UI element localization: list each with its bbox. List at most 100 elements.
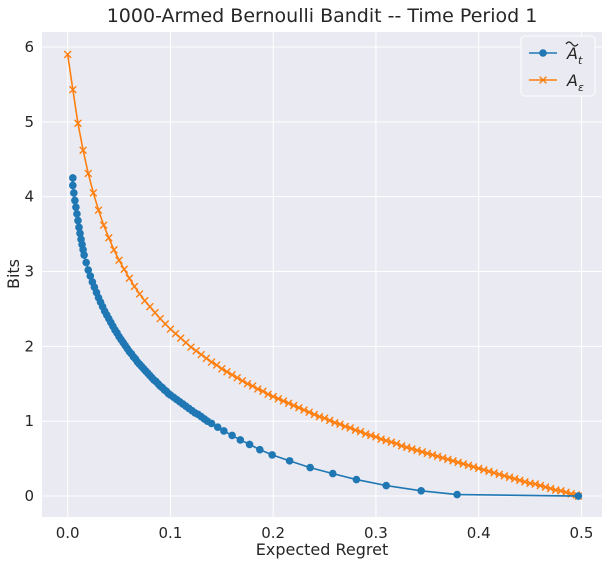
data-point: [68, 85, 77, 94]
data-point: [256, 445, 264, 454]
legend-marker: [539, 76, 547, 84]
grid: [42, 32, 602, 517]
x-tick-label: 0.5: [570, 524, 594, 542]
data-point: [245, 440, 254, 449]
x-tick-label: 0.2: [261, 524, 285, 542]
data-point: [269, 392, 278, 401]
y-tick-label: 5: [24, 113, 34, 131]
data-point: [74, 119, 82, 128]
legend-label-subscript: ε: [578, 81, 584, 94]
data-point: [284, 399, 293, 408]
series-group: [63, 50, 583, 500]
data-point: [69, 174, 77, 182]
data-point: [207, 358, 216, 366]
data-point: [125, 274, 134, 283]
data-point: [356, 427, 365, 436]
y-tick-label: 1: [24, 412, 34, 430]
data-point: [135, 290, 144, 298]
data-point: [82, 258, 90, 267]
data-point: [248, 382, 257, 390]
data-point: [328, 469, 337, 478]
data-point: [346, 424, 355, 432]
data-point: [89, 189, 98, 197]
data-point: [268, 451, 276, 459]
y-axis-title: Bits: [4, 259, 23, 289]
data-point: [71, 196, 79, 205]
data-point: [130, 282, 139, 291]
y-tick-label: 2: [24, 337, 34, 355]
data-point: [84, 266, 93, 274]
data-point: [300, 406, 308, 414]
data-point: [243, 379, 252, 388]
data-point: [197, 350, 206, 359]
legend-label-subscript: t: [578, 54, 583, 67]
data-point: [320, 414, 329, 423]
data-point: [392, 439, 401, 448]
data-point: [352, 475, 361, 484]
data-point: [574, 492, 583, 500]
x-tick-label: 0.1: [159, 524, 183, 542]
data-point: [213, 423, 222, 431]
data-point: [70, 189, 78, 197]
data-point: [217, 364, 226, 373]
series-group: [69, 174, 583, 500]
data-point: [228, 370, 236, 379]
data-point: [279, 397, 288, 405]
tick-labels: 0.0 0.1 0.2 0.3 0.4 0.5 0 1 2 3 4 5 6: [24, 38, 593, 542]
data-point: [115, 256, 123, 265]
data-point: [417, 487, 425, 495]
data-point: [74, 216, 82, 225]
data-point: [306, 463, 314, 472]
legend-label: At: [566, 44, 583, 67]
data-point: [253, 385, 262, 393]
legend-marker: [539, 49, 547, 57]
x-tick-label: 0.0: [56, 524, 80, 542]
data-point: [72, 203, 80, 211]
data-point: [289, 401, 298, 410]
data-point: [310, 410, 319, 419]
data-point: [259, 387, 267, 396]
legend-label-base: A: [566, 44, 578, 63]
x-tick-label: 0.3: [364, 524, 388, 542]
y-tick-label: 4: [24, 188, 34, 206]
x-axis-title: Expected Regret: [256, 540, 388, 559]
chart-title: 1000-Armed Bernoulli Bandit -- Time Peri…: [107, 5, 538, 27]
y-tick-label: 0: [24, 487, 34, 505]
data-point: [305, 408, 314, 417]
data-point: [207, 419, 216, 428]
data-point: [325, 416, 334, 425]
x-tick-label: 0.4: [467, 524, 491, 542]
data-point: [110, 245, 118, 254]
data-point: [220, 427, 228, 435]
data-point: [294, 403, 303, 412]
y-tick-label: 6: [24, 38, 34, 56]
data-point: [86, 272, 95, 280]
data-point: [79, 146, 87, 155]
data-point: [233, 373, 242, 382]
data-point: [80, 251, 88, 259]
data-point: [187, 343, 195, 351]
data-point: [73, 210, 81, 218]
data-point: [382, 481, 391, 490]
data-point: [212, 361, 221, 369]
legend-label: Aε: [566, 71, 584, 94]
data-point: [76, 229, 84, 238]
data-point: [99, 221, 108, 229]
data-point: [285, 457, 294, 465]
data-point: [264, 390, 272, 399]
data-point: [228, 431, 236, 440]
series-layer: [63, 50, 583, 500]
data-point: [238, 376, 247, 385]
data-point: [63, 50, 72, 59]
data-point: [223, 367, 231, 376]
data-point: [453, 490, 461, 499]
data-point: [192, 346, 201, 355]
data-point: [75, 223, 83, 232]
y-tick-label: 3: [24, 263, 34, 281]
data-point: [372, 433, 380, 441]
data-point: [94, 206, 103, 215]
data-point: [104, 233, 113, 242]
